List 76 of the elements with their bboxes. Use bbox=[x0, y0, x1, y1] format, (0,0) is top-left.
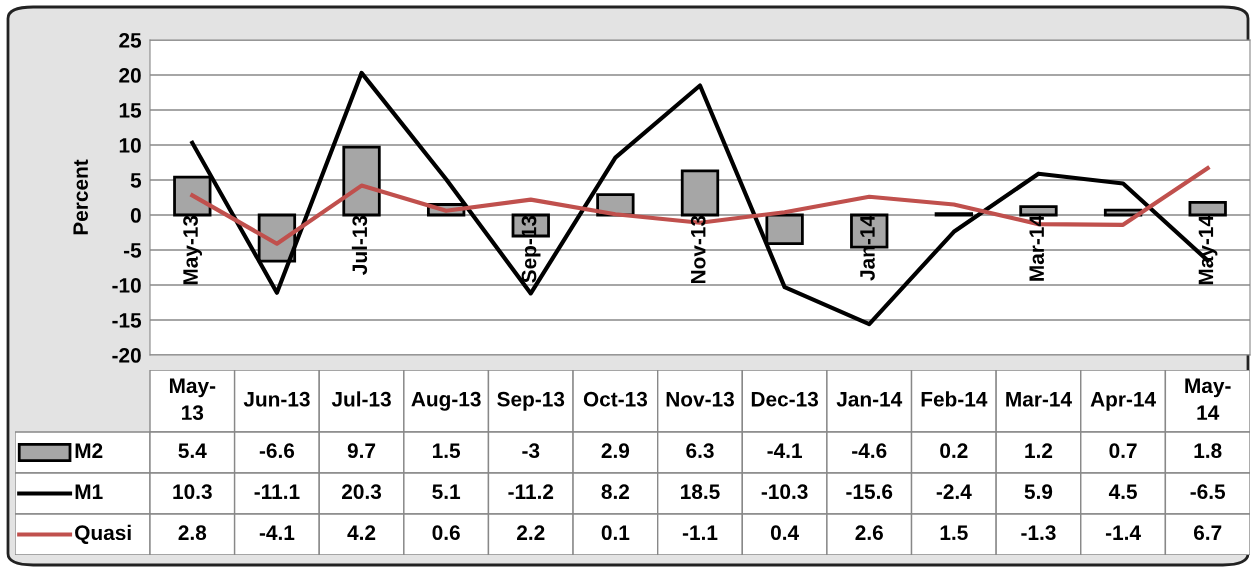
x-tick-label: Jul-13 bbox=[331, 391, 391, 407]
x-tick-label: May-13 bbox=[169, 378, 216, 421]
y-tick-label: 15 bbox=[119, 103, 142, 118]
data-label: 4.5 bbox=[1108, 484, 1137, 500]
legend-label: M1 bbox=[75, 484, 103, 499]
x-tick-label: Feb-14 bbox=[921, 391, 988, 407]
y-tick-label: -20 bbox=[112, 348, 141, 363]
category-label: Jul-13 bbox=[351, 215, 368, 275]
data-label: -1.3 bbox=[1021, 525, 1056, 541]
data-label: 5.1 bbox=[432, 484, 461, 500]
bar bbox=[1188, 201, 1227, 217]
data-label: 2.9 bbox=[601, 443, 630, 459]
x-tick-label: Sep-13 bbox=[497, 391, 565, 411]
y-tick-label: 10 bbox=[119, 138, 141, 153]
bar bbox=[765, 213, 804, 246]
data-label: 0.7 bbox=[1109, 443, 1137, 459]
data-label: -4.1 bbox=[259, 525, 295, 540]
data-label: -2.4 bbox=[936, 484, 972, 499]
category-label: Sep-13 bbox=[521, 215, 541, 283]
data-label: 5.4 bbox=[178, 443, 207, 459]
data-label: 0.2 bbox=[940, 443, 968, 459]
data-label: 1.2 bbox=[1025, 443, 1053, 458]
x-tick-label: Jun-13 bbox=[243, 391, 310, 407]
data-label: 2.6 bbox=[855, 525, 883, 541]
legend-label: Quasi bbox=[75, 524, 131, 544]
data-label: -4.6 bbox=[852, 443, 887, 459]
x-tick-label: Aug-13 bbox=[411, 391, 481, 411]
y-tick-label: 20 bbox=[119, 68, 141, 83]
data-label: 8.2 bbox=[601, 484, 630, 500]
data-label: -6.6 bbox=[259, 443, 295, 459]
x-tick-label: Nov-13 bbox=[666, 391, 734, 407]
bar bbox=[680, 169, 720, 217]
y-tick-label: -15 bbox=[112, 313, 142, 328]
x-tick-label: Mar-14 bbox=[1006, 392, 1072, 407]
y-tick-label: -5 bbox=[123, 243, 142, 258]
y-tick-label: 5 bbox=[130, 173, 142, 188]
y-tick-label: 25 bbox=[119, 33, 142, 48]
data-label: 4.2 bbox=[347, 525, 376, 540]
legend-label: M2 bbox=[75, 443, 103, 458]
data-label: -1.4 bbox=[1105, 525, 1141, 540]
data-label: -3 bbox=[522, 443, 540, 459]
category-label: May-13 bbox=[183, 215, 203, 285]
data-label: 0.1 bbox=[601, 525, 630, 541]
y-tick-label: -10 bbox=[112, 278, 141, 293]
data-label: -4.1 bbox=[767, 443, 802, 458]
data-label: 18.5 bbox=[681, 484, 720, 500]
data-label: 9.7 bbox=[347, 443, 376, 459]
data-label: -11.2 bbox=[508, 484, 554, 499]
data-label: -10.3 bbox=[761, 484, 808, 500]
data-label: -11.1 bbox=[254, 484, 300, 499]
data-label: 6.7 bbox=[1193, 525, 1222, 541]
x-tick-label: Jan-14 bbox=[836, 392, 903, 407]
data-label: 2.2 bbox=[517, 525, 545, 540]
data-label: 6.3 bbox=[686, 443, 714, 459]
category-label: Nov-13 bbox=[690, 215, 706, 284]
bar bbox=[342, 145, 381, 217]
data-label: 0.4 bbox=[770, 525, 799, 541]
data-label: -1.1 bbox=[682, 525, 718, 540]
data-label: 1.5 bbox=[432, 443, 461, 459]
x-tick-label: Dec-13 bbox=[751, 391, 819, 407]
data-label: 0.6 bbox=[432, 525, 460, 541]
data-label: -15.6 bbox=[846, 484, 893, 500]
x-tick-label: May-14 bbox=[1185, 378, 1231, 420]
x-tick-label: Apr-14 bbox=[1090, 392, 1156, 411]
bar bbox=[1019, 205, 1058, 217]
data-label: 2.8 bbox=[178, 525, 207, 541]
data-label: 10.3 bbox=[173, 484, 212, 500]
x-tick-label: Oct-13 bbox=[583, 391, 648, 407]
data-label: 20.3 bbox=[341, 484, 382, 500]
data-label: 1.5 bbox=[940, 525, 968, 541]
y-axis-title: Percent bbox=[73, 159, 88, 235]
data-label: 1.8 bbox=[1194, 443, 1222, 459]
data-label: 5.9 bbox=[1024, 484, 1053, 500]
y-tick-label: 0 bbox=[130, 208, 141, 223]
data-label: -6.5 bbox=[1190, 484, 1226, 500]
category-label: Mar-14 bbox=[1029, 215, 1045, 281]
